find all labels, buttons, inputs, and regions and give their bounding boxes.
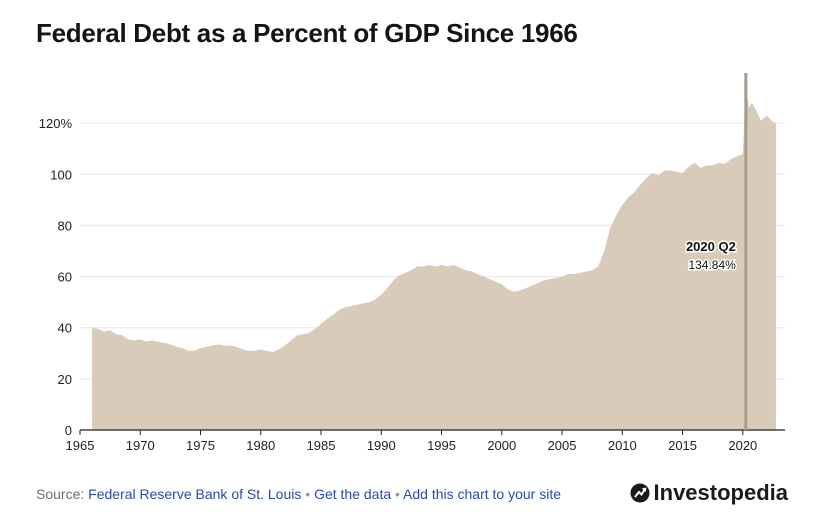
investopedia-logo-icon <box>630 483 650 503</box>
separator: • <box>305 486 311 502</box>
y-tick-label: 120% <box>39 116 73 131</box>
x-tick-label: 2020 <box>728 438 757 453</box>
debt-area-series <box>92 85 776 430</box>
y-axis: 0 20 40 60 80 100 120% <box>39 116 73 438</box>
y-tick-label: 100 <box>50 167 72 182</box>
get-data-link[interactable]: Get the data <box>314 486 392 502</box>
y-tick-label: 40 <box>58 321 72 336</box>
x-tick-label: 1965 <box>66 438 95 453</box>
chart-title: Federal Debt as a Percent of GDP Since 1… <box>36 18 578 48</box>
x-tick-label: 1990 <box>367 438 396 453</box>
footer: Source: Federal Reserve Bank of St. Loui… <box>36 486 561 502</box>
source-prefix: Source: <box>36 486 89 502</box>
separator: • <box>395 486 400 502</box>
x-tick-label: 2010 <box>608 438 637 453</box>
source-link[interactable]: Federal Reserve Bank of St. Louis <box>88 486 302 502</box>
x-axis: 1965 1970 1975 1980 1985 1990 1995 2000 2005 2010… <box>66 429 785 453</box>
debt-to-gdp-chart: 0 20 40 60 80 100 120% 1965 1970 1975 1980 1985 199… <box>39 73 785 453</box>
investopedia-logo[interactable]: Investopedia <box>630 480 788 506</box>
y-tick-label: 0 <box>65 423 72 438</box>
x-tick-label: 1980 <box>246 438 275 453</box>
y-tick-label: 80 <box>58 218 72 233</box>
x-tick-label: 1985 <box>307 438 336 453</box>
y-tick-label: 60 <box>58 270 72 285</box>
y-tick-label: 20 <box>58 372 72 387</box>
x-tick-label: 1975 <box>186 438 215 453</box>
add-chart-link[interactable]: Add this chart to your site <box>403 486 562 502</box>
annotation-period-label: 2020 Q2 <box>686 239 736 254</box>
x-tick-label: 2005 <box>548 438 577 453</box>
x-tick-label: 1970 <box>126 438 155 453</box>
plot-area <box>92 85 776 430</box>
brand-name: Investopedia <box>653 480 788 505</box>
annotation-2020-q2: 2020 Q2 134.84% <box>684 73 748 430</box>
x-tick-label: 2015 <box>668 438 697 453</box>
x-tick-label: 2000 <box>487 438 516 453</box>
x-tick-label: 1995 <box>427 438 456 453</box>
annotation-value-label: 134.84% <box>688 258 736 272</box>
